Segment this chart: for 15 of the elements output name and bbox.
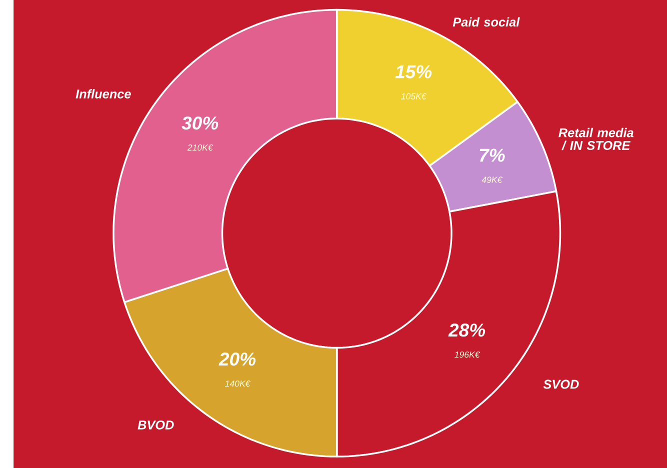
data-label: 28% [448,323,486,337]
text: 140K€ [225,380,251,387]
text: 196K€ [454,351,480,358]
slice-label: SVOD [543,380,579,389]
slice-label: Retail media / IN STORE [558,128,634,150]
slice-label: Influence [76,89,131,98]
slice-label: Paid social [452,17,520,26]
data-label: 20% [218,352,256,366]
text: 105K€ [401,93,427,100]
slice-label: BVOD [138,420,174,430]
text: 210K€ [187,144,214,151]
data-label: 30% [182,116,218,130]
text: 49K€ [482,176,503,183]
data-label: 7% [480,148,505,162]
data-label: 15% [395,65,432,78]
